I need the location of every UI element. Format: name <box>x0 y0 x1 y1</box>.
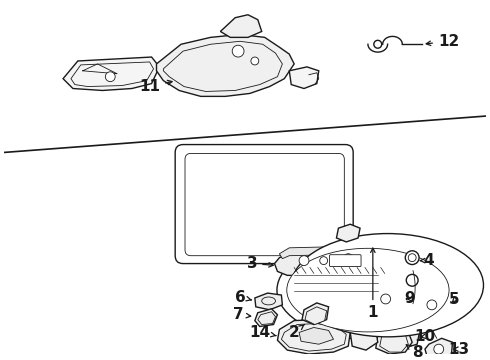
Circle shape <box>232 45 244 57</box>
Text: 8: 8 <box>406 345 422 360</box>
Text: 10: 10 <box>415 329 436 344</box>
Polygon shape <box>71 62 153 86</box>
Circle shape <box>381 294 391 304</box>
Text: 5: 5 <box>449 292 460 307</box>
Polygon shape <box>156 35 294 96</box>
Text: 3: 3 <box>246 256 273 271</box>
Circle shape <box>405 251 419 265</box>
Polygon shape <box>274 252 395 275</box>
Polygon shape <box>305 307 327 324</box>
Text: 13: 13 <box>448 342 469 357</box>
Text: 12: 12 <box>426 34 459 49</box>
Polygon shape <box>380 330 408 352</box>
Ellipse shape <box>287 248 449 332</box>
Polygon shape <box>400 330 419 347</box>
Text: 14: 14 <box>249 325 276 340</box>
Circle shape <box>105 72 115 82</box>
FancyBboxPatch shape <box>330 255 361 266</box>
Polygon shape <box>255 309 277 327</box>
Polygon shape <box>220 15 262 37</box>
Polygon shape <box>302 303 329 324</box>
Polygon shape <box>279 246 388 258</box>
Circle shape <box>343 254 353 264</box>
Polygon shape <box>299 328 334 344</box>
Circle shape <box>299 256 309 266</box>
Text: 11: 11 <box>139 79 172 94</box>
Polygon shape <box>163 41 282 91</box>
Polygon shape <box>415 293 451 320</box>
Text: 6: 6 <box>235 289 251 305</box>
Text: 7: 7 <box>233 307 251 322</box>
Polygon shape <box>258 312 275 324</box>
Text: 2: 2 <box>289 324 305 340</box>
Circle shape <box>408 254 416 262</box>
Ellipse shape <box>277 241 459 339</box>
Polygon shape <box>281 324 346 351</box>
Ellipse shape <box>292 234 484 337</box>
Circle shape <box>251 57 259 65</box>
Text: 1: 1 <box>368 248 378 320</box>
Circle shape <box>406 274 418 286</box>
Polygon shape <box>337 224 360 242</box>
Circle shape <box>320 257 328 265</box>
Polygon shape <box>425 338 452 360</box>
Polygon shape <box>376 327 412 354</box>
Circle shape <box>427 300 437 310</box>
Circle shape <box>434 344 443 354</box>
FancyBboxPatch shape <box>185 153 344 256</box>
Polygon shape <box>63 57 159 90</box>
Polygon shape <box>366 285 405 313</box>
Polygon shape <box>289 67 319 89</box>
Circle shape <box>374 40 382 48</box>
Polygon shape <box>350 327 378 350</box>
Text: 9: 9 <box>404 292 415 306</box>
FancyBboxPatch shape <box>175 145 353 264</box>
Polygon shape <box>255 293 282 310</box>
Text: 4: 4 <box>420 253 434 268</box>
Ellipse shape <box>262 297 275 305</box>
Polygon shape <box>277 320 350 354</box>
